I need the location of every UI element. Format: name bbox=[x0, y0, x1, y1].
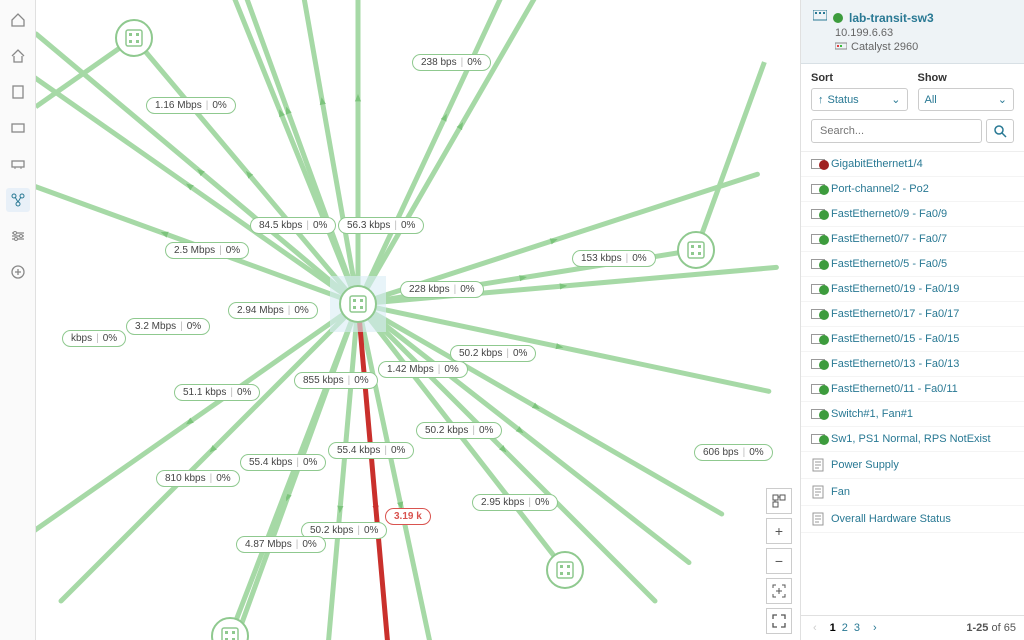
search-button[interactable] bbox=[986, 119, 1014, 143]
show-select[interactable]: All ⌄ bbox=[918, 88, 1015, 111]
port-icon bbox=[811, 234, 825, 244]
list-item[interactable]: Fan bbox=[801, 479, 1024, 506]
list-item[interactable]: Power Supply bbox=[801, 452, 1024, 479]
list-item[interactable]: Overall Hardware Status bbox=[801, 506, 1024, 533]
port-icon bbox=[811, 259, 825, 269]
topology-canvas[interactable]: 238 bps|0% 1.16 Mbps|0% 56.3 kbps|0%84.5 k… bbox=[36, 0, 800, 640]
switch-icon bbox=[813, 10, 827, 25]
fullscreen-icon[interactable] bbox=[766, 608, 792, 634]
list-item[interactable]: FastEthernet0/19 - Fa0/19 bbox=[801, 277, 1024, 302]
device-name[interactable]: lab-transit-sw3 bbox=[849, 11, 934, 25]
interface-list: GigabitEthernet1/4Port-channel2 - Po2Fas… bbox=[801, 151, 1024, 615]
edge-label[interactable]: 1.42 Mbps|0% bbox=[378, 361, 468, 378]
show-value: All bbox=[925, 94, 937, 106]
map-controls: + − bbox=[766, 488, 792, 634]
port-icon[interactable] bbox=[6, 152, 30, 176]
list-item[interactable]: GigabitEthernet1/4 bbox=[801, 152, 1024, 177]
port-icon bbox=[811, 159, 825, 169]
edge-label[interactable]: 50.2 kbps|0% bbox=[450, 345, 536, 362]
device-model: Catalyst 2960 bbox=[851, 41, 918, 53]
port-icon bbox=[811, 485, 825, 499]
port-icon bbox=[811, 384, 825, 394]
edge-label[interactable]: 606 bps|0% bbox=[694, 444, 773, 461]
page-range: 1-25 bbox=[966, 622, 988, 634]
edge-label[interactable]: 3.2 Mbps|0% bbox=[126, 318, 210, 335]
page-prev[interactable]: ‹ bbox=[809, 622, 821, 634]
left-toolbar bbox=[0, 0, 36, 640]
list-item[interactable]: FastEthernet0/11 - Fa0/11 bbox=[801, 377, 1024, 402]
edge-label[interactable]: 4.87 Mbps|0% bbox=[236, 536, 326, 553]
edge-label[interactable]: 84.5 kbps|0% bbox=[250, 217, 336, 234]
page-number[interactable]: 2 bbox=[839, 622, 851, 634]
sort-label: Sort bbox=[811, 72, 908, 84]
list-item[interactable]: FastEthernet0/7 - Fa0/7 bbox=[801, 227, 1024, 252]
edge-label[interactable]: 228 kbps|0% bbox=[400, 281, 484, 298]
list-item[interactable]: Sw1, PS1 Normal, RPS NotExist bbox=[801, 427, 1024, 452]
list-item[interactable]: Switch#1, Fan#1 bbox=[801, 402, 1024, 427]
edge-label[interactable]: 2.95 kbps|0% bbox=[472, 494, 558, 511]
panel-icon[interactable] bbox=[6, 116, 30, 140]
list-item[interactable]: FastEthernet0/15 - Fa0/15 bbox=[801, 327, 1024, 352]
model-icon bbox=[835, 41, 847, 53]
edge-label[interactable]: 51.1 kbps|0% bbox=[174, 384, 260, 401]
edge-label[interactable]: 50.2 kbps|0% bbox=[416, 422, 502, 439]
zoom-in-icon[interactable]: + bbox=[766, 518, 792, 544]
edge-label[interactable]: 56.3 kbps|0% bbox=[338, 217, 424, 234]
list-item[interactable]: FastEthernet0/5 - Fa0/5 bbox=[801, 252, 1024, 277]
pagination: ‹ 123 › 1-25 of 65 bbox=[801, 615, 1024, 640]
edge-label[interactable]: 3.19 k bbox=[385, 508, 431, 525]
show-label: Show bbox=[918, 72, 1015, 84]
home2-icon[interactable] bbox=[6, 44, 30, 68]
chevron-down-icon: ⌄ bbox=[891, 93, 900, 106]
port-icon bbox=[811, 409, 825, 419]
page-number[interactable]: 1 bbox=[827, 622, 839, 634]
port-icon bbox=[811, 284, 825, 294]
edge-label[interactable]: 55.4 kbps|0% bbox=[328, 442, 414, 459]
port-icon bbox=[811, 334, 825, 344]
page-next[interactable]: › bbox=[869, 622, 881, 634]
sort-value: Status bbox=[828, 94, 859, 106]
port-icon bbox=[811, 458, 825, 472]
port-icon bbox=[811, 359, 825, 369]
port-icon bbox=[811, 309, 825, 319]
zoom-out-icon[interactable]: − bbox=[766, 548, 792, 574]
search-input[interactable] bbox=[811, 119, 982, 143]
edge-label[interactable]: 2.94 Mbps|0% bbox=[228, 302, 318, 319]
home-icon[interactable] bbox=[6, 8, 30, 32]
sort-direction-icon: ↑ bbox=[818, 94, 824, 106]
fit-icon[interactable] bbox=[766, 578, 792, 604]
edge-label[interactable]: kbps|0% bbox=[62, 330, 126, 347]
port-icon bbox=[811, 512, 825, 526]
device-ip: 10.199.6.63 bbox=[835, 27, 1012, 39]
topology-icon[interactable] bbox=[6, 188, 30, 212]
edge-label[interactable]: 810 kbps|0% bbox=[156, 470, 240, 487]
device-status-dot bbox=[833, 13, 843, 23]
edge-label[interactable]: 55.4 kbps|0% bbox=[240, 454, 326, 471]
list-item[interactable]: Port-channel2 - Po2 bbox=[801, 177, 1024, 202]
page-number[interactable]: 3 bbox=[851, 622, 863, 634]
list-item[interactable]: FastEthernet0/17 - Fa0/17 bbox=[801, 302, 1024, 327]
edge-label[interactable]: 238 bps|0% bbox=[412, 54, 491, 71]
edge-label[interactable]: 1.16 Mbps|0% bbox=[146, 97, 236, 114]
device-panel: lab-transit-sw3 10.199.6.63 Catalyst 296… bbox=[800, 0, 1024, 640]
page-total: 65 bbox=[1004, 622, 1016, 634]
device-header: lab-transit-sw3 10.199.6.63 Catalyst 296… bbox=[801, 0, 1024, 64]
list-item[interactable]: FastEthernet0/9 - Fa0/9 bbox=[801, 202, 1024, 227]
edge-label[interactable]: 855 kbps|0% bbox=[294, 372, 378, 389]
edge-label[interactable]: 153 kbps|0% bbox=[572, 250, 656, 267]
edge-label[interactable]: 2.5 Mbps|0% bbox=[165, 242, 249, 259]
sort-select[interactable]: ↑ Status ⌄ bbox=[811, 88, 908, 111]
port-icon bbox=[811, 209, 825, 219]
settings-icon[interactable] bbox=[6, 224, 30, 248]
add-icon[interactable] bbox=[6, 260, 30, 284]
list-item[interactable]: FastEthernet0/13 - Fa0/13 bbox=[801, 352, 1024, 377]
layout-icon[interactable] bbox=[766, 488, 792, 514]
port-icon bbox=[811, 434, 825, 444]
device-icon[interactable] bbox=[6, 80, 30, 104]
chevron-down-icon: ⌄ bbox=[998, 93, 1007, 106]
port-icon bbox=[811, 184, 825, 194]
